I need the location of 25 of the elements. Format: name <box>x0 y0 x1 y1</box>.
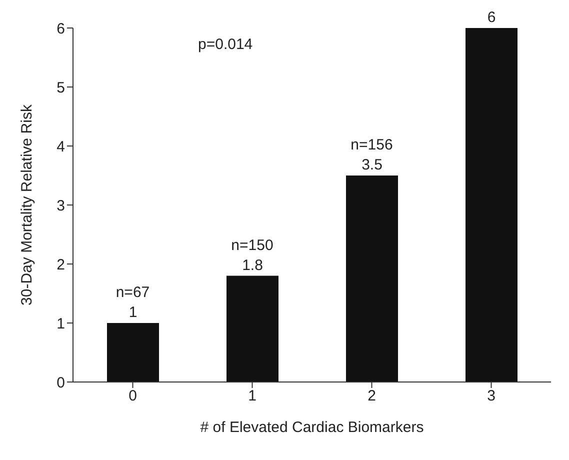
x-axis-title: # of Elevated Cardiac Biomarkers <box>200 419 424 436</box>
x-tick-label: 3 <box>487 388 496 405</box>
bar <box>226 276 278 382</box>
bar <box>346 176 398 382</box>
y-tick-label: 3 <box>56 197 65 214</box>
annotation: n=67 <box>116 284 150 301</box>
y-tick-label: 2 <box>56 256 65 274</box>
annotation: n=150 <box>231 236 274 254</box>
y-tick-label: 5 <box>56 79 65 96</box>
data-label: 6 <box>487 9 496 26</box>
annotation: n=156 <box>350 136 393 154</box>
annotation: p=0.014 <box>198 36 253 53</box>
data-label: 1 <box>128 304 138 321</box>
x-tick-label: 0 <box>128 388 137 405</box>
y-tick-label: 4 <box>56 138 65 156</box>
x-tick-label: 2 <box>368 388 376 405</box>
x-tick-label: 1 <box>248 388 256 405</box>
y-tick-label: 1 <box>56 315 65 332</box>
y-tick-label: 0 <box>56 374 65 392</box>
y-tick-label: 6 <box>56 20 65 38</box>
data-label: 3.5 <box>362 156 382 174</box>
bar <box>107 323 159 382</box>
data-label: 1.8 <box>242 256 263 274</box>
bar <box>466 28 518 382</box>
y-axis-title: 30-Day Mortality Relative Risk <box>18 104 36 306</box>
